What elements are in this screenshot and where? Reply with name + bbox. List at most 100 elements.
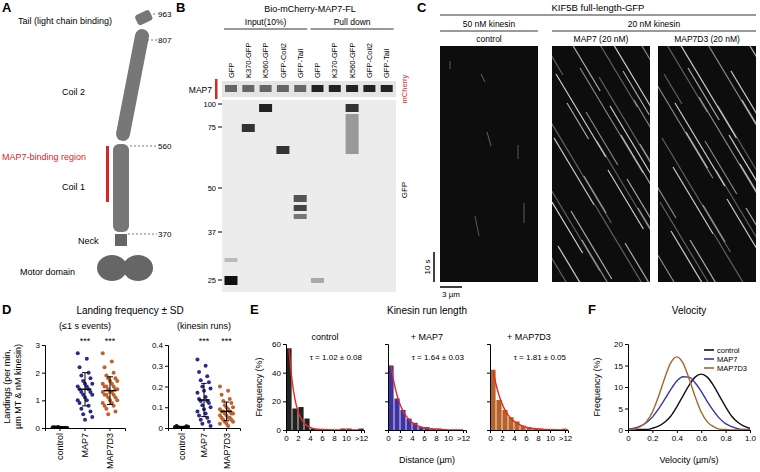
kymograph-streak bbox=[660, 202, 719, 282]
residue-number: 560 bbox=[158, 142, 172, 151]
tick-mark bbox=[490, 430, 491, 433]
tick: 20 bbox=[272, 397, 286, 406]
kymograph-streak bbox=[658, 173, 676, 218]
blot-band bbox=[242, 124, 255, 132]
kymograph-streak bbox=[621, 135, 650, 263]
data-point bbox=[228, 397, 232, 401]
tick-mark bbox=[385, 430, 388, 431]
tick-label: MAP7D3 bbox=[222, 433, 232, 469]
tick: 6 bbox=[320, 430, 325, 443]
axis-line bbox=[165, 346, 169, 429]
marker-label: 100 bbox=[203, 100, 216, 109]
x-axis: controlMAP7MAP7D3 bbox=[169, 428, 241, 469]
sd-cap bbox=[82, 405, 88, 406]
kymograph-streak bbox=[597, 141, 650, 247]
data-point bbox=[226, 389, 230, 393]
sd-cap bbox=[179, 427, 184, 428]
strip-chart: 00.10.20.30.4controlMAP7MAP7D3(kinesin r… bbox=[152, 321, 241, 469]
plot-marks bbox=[173, 358, 235, 428]
kymograph-streak bbox=[582, 240, 650, 282]
data-point bbox=[79, 407, 83, 411]
axis-line bbox=[491, 431, 569, 434]
kymograph-streak bbox=[690, 240, 731, 282]
tick-mark bbox=[310, 430, 311, 433]
tick-mark bbox=[361, 430, 362, 433]
coil1-domain bbox=[113, 144, 129, 232]
tick bbox=[385, 401, 388, 402]
sd-whisker bbox=[226, 402, 227, 421]
blot-band bbox=[259, 104, 272, 112]
tick: 6 bbox=[524, 430, 529, 443]
kymograph-streak bbox=[623, 71, 649, 115]
kymograph-streak bbox=[740, 164, 756, 282]
blot-band bbox=[242, 85, 254, 92]
tick-label: 0.4 bbox=[152, 341, 164, 350]
axis-title: Frequency (%) bbox=[592, 357, 602, 416]
tick-mark bbox=[286, 430, 287, 433]
tick-mark bbox=[385, 373, 388, 374]
tick-label: 1 bbox=[36, 396, 41, 405]
tick: >12 bbox=[355, 430, 369, 443]
mean-bar bbox=[176, 426, 188, 427]
tick-mark bbox=[204, 428, 205, 431]
kymograph-streak bbox=[705, 141, 737, 194]
tick-label: 15 bbox=[614, 362, 623, 371]
chart-subtitle: control bbox=[311, 332, 338, 342]
tick-mark bbox=[625, 430, 628, 431]
tick-mark bbox=[42, 373, 45, 374]
tick-mark bbox=[42, 400, 45, 401]
tick-label: MAP7 bbox=[199, 433, 209, 458]
kymograph-streaks bbox=[658, 46, 756, 282]
blot-band bbox=[381, 85, 393, 92]
kymograph-streak bbox=[662, 138, 730, 252]
tick-mark bbox=[625, 387, 628, 388]
kymograph-background bbox=[440, 46, 538, 282]
blot-band bbox=[363, 85, 375, 92]
tick-mark bbox=[298, 430, 299, 433]
residue-number: 807 bbox=[158, 36, 172, 45]
tick: 10 bbox=[342, 430, 351, 443]
tick-mark bbox=[701, 430, 702, 433]
kymograph-streak bbox=[744, 46, 756, 96]
rule bbox=[440, 31, 538, 32]
kymograph-streak bbox=[718, 106, 756, 228]
tick: 20 bbox=[614, 340, 628, 349]
kymograph-streak bbox=[686, 132, 708, 168]
kymograph-streak bbox=[552, 46, 563, 75]
group-title: Kinesin run length bbox=[387, 305, 467, 316]
kymograph-streak bbox=[569, 46, 600, 91]
kymograph-streak bbox=[673, 167, 713, 234]
kymograph-streak bbox=[481, 74, 485, 82]
kymograph-streak bbox=[658, 237, 724, 282]
tick: 6 bbox=[422, 430, 427, 443]
data-point bbox=[195, 358, 199, 362]
tick-label: 0 bbox=[626, 434, 631, 443]
tick-mark bbox=[60, 428, 61, 431]
plot-marks bbox=[51, 351, 120, 428]
kymograph-streaks bbox=[450, 61, 524, 236]
y-axis: 00.10.20.30.4 bbox=[152, 341, 169, 433]
tick: 0.3 bbox=[152, 362, 168, 371]
significance: *** bbox=[221, 336, 232, 346]
tick: 60 bbox=[272, 340, 286, 349]
kymograph-streak bbox=[731, 71, 756, 162]
tick-mark bbox=[165, 345, 168, 346]
blot-band bbox=[276, 146, 289, 154]
data-point bbox=[81, 412, 85, 416]
data-point bbox=[90, 393, 94, 397]
kymograph-streak bbox=[517, 145, 518, 159]
tick: 8 bbox=[536, 430, 541, 443]
scale-bar bbox=[433, 252, 435, 282]
tick: 15 bbox=[614, 362, 628, 371]
chart-subtitle: (≤1 s events) bbox=[59, 321, 111, 331]
marker-tick bbox=[218, 127, 222, 128]
data-point bbox=[218, 422, 222, 426]
data-point bbox=[113, 409, 117, 413]
lane-label: K560-GFP bbox=[261, 43, 270, 78]
data-point bbox=[104, 407, 108, 411]
kymograph-background bbox=[658, 46, 756, 282]
kymograph-streak bbox=[552, 173, 600, 271]
sd-cap bbox=[82, 372, 88, 373]
tick-label: 0.3 bbox=[152, 362, 164, 371]
data-point bbox=[229, 401, 233, 405]
